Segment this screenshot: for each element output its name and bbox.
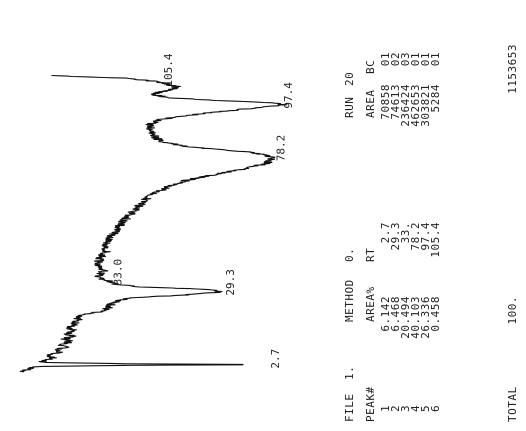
report-header: FILE 1. METHOD 0. RUN 20 xyxy=(343,72,356,422)
bc-cell: 01 xyxy=(419,52,432,66)
col-rt-header: RT xyxy=(364,248,377,262)
total-pct: 100. xyxy=(506,296,519,325)
rt-cell: 2.7 xyxy=(379,222,392,243)
peak-number-cell: 6 xyxy=(429,405,442,412)
area-cell: 303821 xyxy=(419,84,432,127)
peak-table-row: 2 6.468 29.3 74613 02 xyxy=(389,52,402,412)
area-pct-cell: 20.494 xyxy=(399,296,412,339)
bc-cell: 03 xyxy=(399,52,412,66)
area-pct-cell: 0.458 xyxy=(429,296,442,332)
area-cell: 70858 xyxy=(379,84,392,120)
run-value: 20 xyxy=(343,72,356,86)
chromatogram-trace-line xyxy=(19,74,288,373)
peak-label: 97.4 xyxy=(282,82,295,109)
peak-retention-labels: 2.7 29.3 33.0 78.2 97.4 105.4 xyxy=(112,53,296,368)
total-label: TOTAL xyxy=(506,386,519,422)
area-cell: 462653 xyxy=(409,84,422,127)
bc-cell: 01 xyxy=(429,52,442,66)
peak-table-rows: 1 6.142 2.7 70858 01 2 6.468 29.3 74613 02 3 20.494… xyxy=(379,52,442,412)
area-pct-cell: 40.103 xyxy=(409,296,422,339)
peak-number-cell: 4 xyxy=(409,405,422,412)
bc-cell: 01 xyxy=(409,52,422,66)
area-cell: 74613 xyxy=(389,84,402,120)
col-bc-header: BC xyxy=(364,60,377,74)
bc-cell: 01 xyxy=(379,52,392,66)
peak-label: 33.0 xyxy=(112,259,125,286)
rt-cell: 105.4 xyxy=(429,222,442,258)
file-label: FILE xyxy=(343,394,356,423)
bc-cell: 02 xyxy=(389,52,402,66)
rt-cell: 97.4 xyxy=(419,222,432,251)
peak-number-cell: 5 xyxy=(419,405,432,412)
peak-label: 29.3 xyxy=(224,269,237,296)
rt-cell: 78.2 xyxy=(409,222,422,251)
chromatogram-trace-area: 2.7 29.3 33.0 78.2 97.4 105.4 xyxy=(19,53,296,373)
area-pct-cell: 6.142 xyxy=(379,296,392,332)
peak-table-row: 5 26.336 97.4 303821 01 xyxy=(419,52,432,412)
method-label: METHOD xyxy=(343,279,356,322)
peak-number-cell: 3 xyxy=(399,405,412,412)
rt-cell: 29.3 xyxy=(389,222,402,251)
peak-table-row: 4 40.103 78.2 462653 01 xyxy=(409,52,422,412)
area-pct-cell: 6.468 xyxy=(389,296,402,332)
report-total: TOTAL 100. 1153653 xyxy=(506,44,519,422)
total-area: 1153653 xyxy=(506,44,519,94)
peak-table-row: 1 6.142 2.7 70858 01 xyxy=(379,52,392,412)
peak-label: 78.2 xyxy=(275,135,288,162)
col-peak-header: PEAK# xyxy=(364,386,377,422)
peak-label: 2.7 xyxy=(269,349,282,369)
col-area-pct-header: AREA% xyxy=(364,286,377,322)
peak-table-row: 6 0.458 105.4 5284 01 xyxy=(429,52,442,412)
area-pct-cell: 26.336 xyxy=(419,296,432,339)
peak-table-row: 3 20.494 33. 236424 03 xyxy=(399,52,412,412)
method-value: 0. xyxy=(343,248,356,262)
col-area-header: AREA xyxy=(364,90,377,119)
rt-cell: 33. xyxy=(399,222,412,243)
peak-number-cell: 1 xyxy=(379,405,392,412)
run-label: RUN xyxy=(343,97,356,118)
peak-table-header: PEAK# AREA% RT AREA BC xyxy=(364,60,377,422)
area-cell: 5284 xyxy=(429,84,442,113)
peak-label: 105.4 xyxy=(162,53,175,86)
peak-number-cell: 2 xyxy=(389,405,402,412)
area-cell: 236424 xyxy=(399,84,412,127)
file-value: 1. xyxy=(343,366,356,380)
